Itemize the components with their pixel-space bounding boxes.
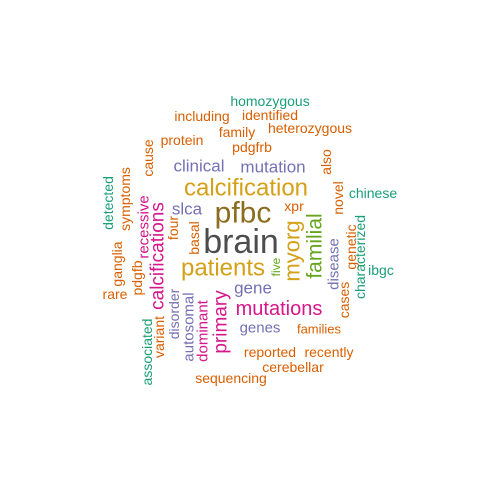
word-clinical: clinical bbox=[173, 157, 224, 176]
word-novel: novel bbox=[330, 181, 346, 214]
word-identified: identified bbox=[242, 107, 298, 123]
word-pdgfb: pdgfb bbox=[129, 260, 145, 295]
word-recessive: recessive bbox=[136, 195, 153, 258]
word-rare: rare bbox=[103, 286, 128, 302]
word-primary: primary bbox=[211, 290, 232, 354]
word-detected: detected bbox=[100, 176, 116, 230]
word-homozygous: homozygous bbox=[230, 93, 309, 109]
word-ganglia: ganglia bbox=[109, 241, 125, 286]
word-familial: familial bbox=[304, 213, 327, 278]
word-also: also bbox=[318, 149, 334, 175]
word-genetic: genetic bbox=[343, 224, 359, 269]
word-protein: protein bbox=[161, 132, 204, 148]
word-myorg: myorg bbox=[280, 220, 305, 281]
word-heterozygous: heterozygous bbox=[268, 120, 352, 136]
word-calcification: calcification bbox=[184, 175, 308, 202]
word-basal: basal bbox=[186, 221, 202, 254]
word-associated: associated bbox=[139, 319, 155, 386]
word-disease: disease bbox=[326, 238, 343, 290]
word-mutation: mutation bbox=[240, 158, 305, 177]
word-slca: slca bbox=[172, 200, 203, 219]
word-five: five bbox=[269, 257, 283, 276]
word-cases: cases bbox=[336, 282, 352, 319]
word-cause: cause bbox=[140, 139, 156, 177]
word-pfbc: pfbc bbox=[215, 197, 272, 230]
word-ibgc: ibgc bbox=[368, 262, 394, 278]
word-pdgfrb: pdgfrb bbox=[232, 139, 272, 155]
word-cerebellar: cerebellar bbox=[262, 359, 324, 375]
word-sequencing: sequencing bbox=[195, 370, 267, 386]
word-disorder: disorder bbox=[166, 288, 182, 339]
word-mutations: mutations bbox=[236, 298, 323, 320]
word-families: families bbox=[297, 322, 342, 337]
word-genes: genes bbox=[240, 320, 281, 337]
word-brain: brain bbox=[203, 223, 279, 261]
word-characterized: characterized bbox=[352, 215, 368, 299]
word-patients: patients bbox=[181, 255, 265, 282]
word-xpr: xpr bbox=[284, 198, 304, 214]
word-chinese: chinese bbox=[349, 185, 397, 201]
word-calcifications: calcifications bbox=[148, 202, 169, 310]
word-including: including bbox=[174, 108, 229, 124]
word-variant: variant bbox=[151, 316, 167, 358]
word-reported: reported bbox=[244, 344, 296, 360]
word-gene: gene bbox=[234, 279, 272, 298]
word-recently: recently bbox=[304, 344, 353, 360]
word-symptoms: symptoms bbox=[117, 167, 133, 231]
word-four: four bbox=[165, 216, 181, 240]
word-dominant: dominant bbox=[195, 299, 212, 362]
word-family: family bbox=[219, 124, 256, 140]
word-autosomal: autosomal bbox=[181, 292, 198, 361]
